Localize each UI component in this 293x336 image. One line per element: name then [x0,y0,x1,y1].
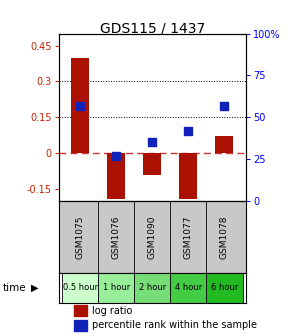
Text: percentile rank within the sample: percentile rank within the sample [92,321,257,331]
Bar [107,153,125,199]
Text: 4 hour: 4 hour [175,283,202,292]
Text: GSM1078: GSM1078 [220,215,229,259]
Bar [179,153,197,199]
Text: 6 hour: 6 hour [211,283,238,292]
Text: GSM1077: GSM1077 [184,215,193,259]
Text: GSM1090: GSM1090 [148,215,157,259]
Text: GDS115 / 1437: GDS115 / 1437 [100,22,205,36]
Point [150,140,155,145]
Text: log ratio: log ratio [92,305,133,316]
Bar [98,273,134,303]
Bar [74,305,87,316]
Point [78,103,83,108]
Bar [215,136,234,153]
Bar [71,57,89,153]
Text: 1 hour: 1 hour [103,283,130,292]
Bar [74,320,87,331]
Text: 2 hour: 2 hour [139,283,166,292]
Text: 0.5 hour: 0.5 hour [63,283,98,292]
Point [186,128,191,133]
Bar [134,273,171,303]
Text: GSM1075: GSM1075 [76,215,85,259]
Text: time: time [3,283,27,293]
Point [222,103,227,108]
Point [114,153,119,159]
Text: ▶: ▶ [31,283,39,293]
Bar [62,273,98,303]
Bar [207,273,243,303]
Text: GSM1076: GSM1076 [112,215,121,259]
Bar [171,273,207,303]
Bar [143,153,161,175]
